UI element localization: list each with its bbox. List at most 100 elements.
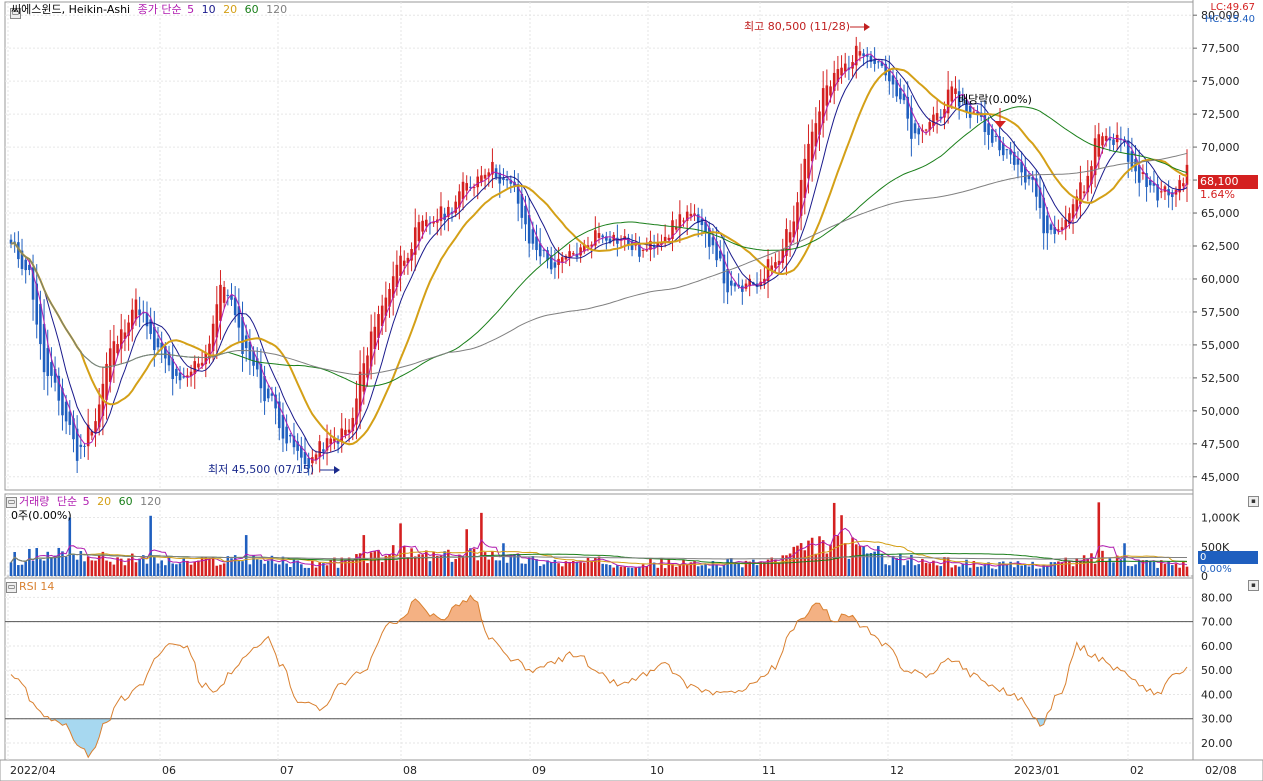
volume-bar (1101, 550, 1104, 576)
candle-body (296, 441, 299, 451)
volume-bar (39, 559, 42, 576)
candle-body (1137, 165, 1141, 183)
rsi-panel-toggle-icon[interactable]: ▭ (6, 582, 17, 593)
volume-tick-label: 1,000K (1201, 512, 1240, 525)
volume-bar (601, 563, 604, 576)
volume-bar (219, 564, 222, 576)
volume-bar (571, 561, 575, 576)
volume-bar (583, 562, 586, 576)
volume-panel-toggle-icon[interactable]: ▭ (6, 497, 17, 508)
rsi-panel-close-icon[interactable]: ▪ (1248, 580, 1259, 591)
volume-bar (9, 562, 13, 576)
volume-bar (325, 565, 329, 576)
volume-bar (75, 559, 79, 576)
volume-bar (421, 554, 424, 576)
candle-body (358, 371, 362, 412)
volume-bar (520, 563, 524, 576)
volume-bar (142, 555, 145, 576)
volume-bar (741, 567, 744, 576)
candle-body (608, 238, 612, 243)
volume-bar (777, 563, 781, 576)
volume-bar (744, 560, 748, 576)
candle-body (766, 259, 770, 282)
candle-body (362, 363, 366, 392)
candle-body (803, 158, 807, 198)
candle-body (46, 348, 50, 377)
volume-bar (369, 552, 373, 576)
candle-body (836, 69, 840, 82)
volume-panel-close-icon[interactable]: ▪ (1248, 496, 1259, 507)
volume-bar (832, 502, 836, 576)
candle-body (318, 441, 321, 458)
volume-bar (605, 564, 608, 576)
candle-body (1178, 180, 1181, 193)
x-tick-label: 2022/04 (10, 764, 56, 777)
volume-ma-label: 단순 (56, 495, 78, 508)
price-tick-label: 65,000 (1201, 207, 1240, 220)
volume-bar (1148, 560, 1152, 576)
candle-body (406, 257, 410, 264)
volume-bar (119, 558, 123, 576)
candle-body (1152, 182, 1156, 186)
ma20-line (10, 67, 1188, 446)
volume-bar (513, 554, 516, 576)
candle-body (704, 221, 707, 234)
candle-body (641, 249, 645, 251)
volume-bar (814, 553, 818, 576)
panel-toggle-icon[interactable]: ▭ (10, 8, 21, 19)
candle-body (627, 238, 630, 245)
volume-bar (994, 569, 998, 576)
volume-bar (384, 555, 388, 576)
price-tick-label: 75,000 (1201, 75, 1240, 88)
volume-bar (24, 561, 27, 576)
symbol-label: 씨에스윈드, Heikin-Ashi (11, 3, 131, 16)
volume-bar (193, 561, 197, 576)
candle-body (314, 454, 318, 461)
vol-ma-period-5: 5 (82, 495, 90, 508)
volume-bar (417, 554, 421, 576)
candle-body (149, 319, 152, 334)
candle-body (138, 309, 141, 316)
volume-bar (910, 554, 913, 576)
candle-body (715, 241, 718, 261)
x-tick-label: 08 (403, 764, 417, 777)
ma-period-20: 20 (223, 3, 238, 16)
candle-body (402, 260, 406, 266)
volume-bar (1031, 561, 1034, 576)
volume-bar (333, 557, 336, 576)
volume-bar (86, 556, 90, 576)
volume-bar (660, 558, 663, 576)
candle-body (1009, 149, 1012, 155)
candle-body (843, 63, 847, 72)
candle-body (814, 123, 818, 147)
candle-body (285, 426, 288, 444)
volume-bar (1024, 564, 1027, 576)
vol-ma-period-20: 20 (97, 495, 112, 508)
volume-bar (64, 557, 68, 576)
volume-bar (443, 551, 446, 576)
candle-body (579, 247, 582, 256)
candle-body (399, 255, 402, 276)
candle-body (211, 323, 215, 352)
volume-bar (840, 515, 843, 576)
candle-body (112, 341, 116, 366)
candle-body (946, 89, 950, 114)
volume-bar (1126, 565, 1130, 576)
volume-ma20-line (10, 540, 1188, 566)
candle-body (998, 136, 1001, 151)
volume-bar (1134, 564, 1137, 576)
candle-body (700, 218, 704, 226)
x-tick-label: 11 (762, 764, 776, 777)
volume-bar (164, 565, 167, 576)
candle-body (219, 284, 222, 321)
volume-bar (854, 544, 858, 576)
candle-body (237, 306, 241, 328)
candle-body (957, 91, 961, 107)
candle-body (333, 438, 336, 442)
volume-bar (1086, 557, 1090, 576)
volume-bar (825, 553, 829, 576)
candle-body (391, 276, 395, 298)
current-change-label: 1.64% (1200, 188, 1235, 201)
candle-body (994, 135, 998, 137)
candle-body (1101, 136, 1104, 146)
